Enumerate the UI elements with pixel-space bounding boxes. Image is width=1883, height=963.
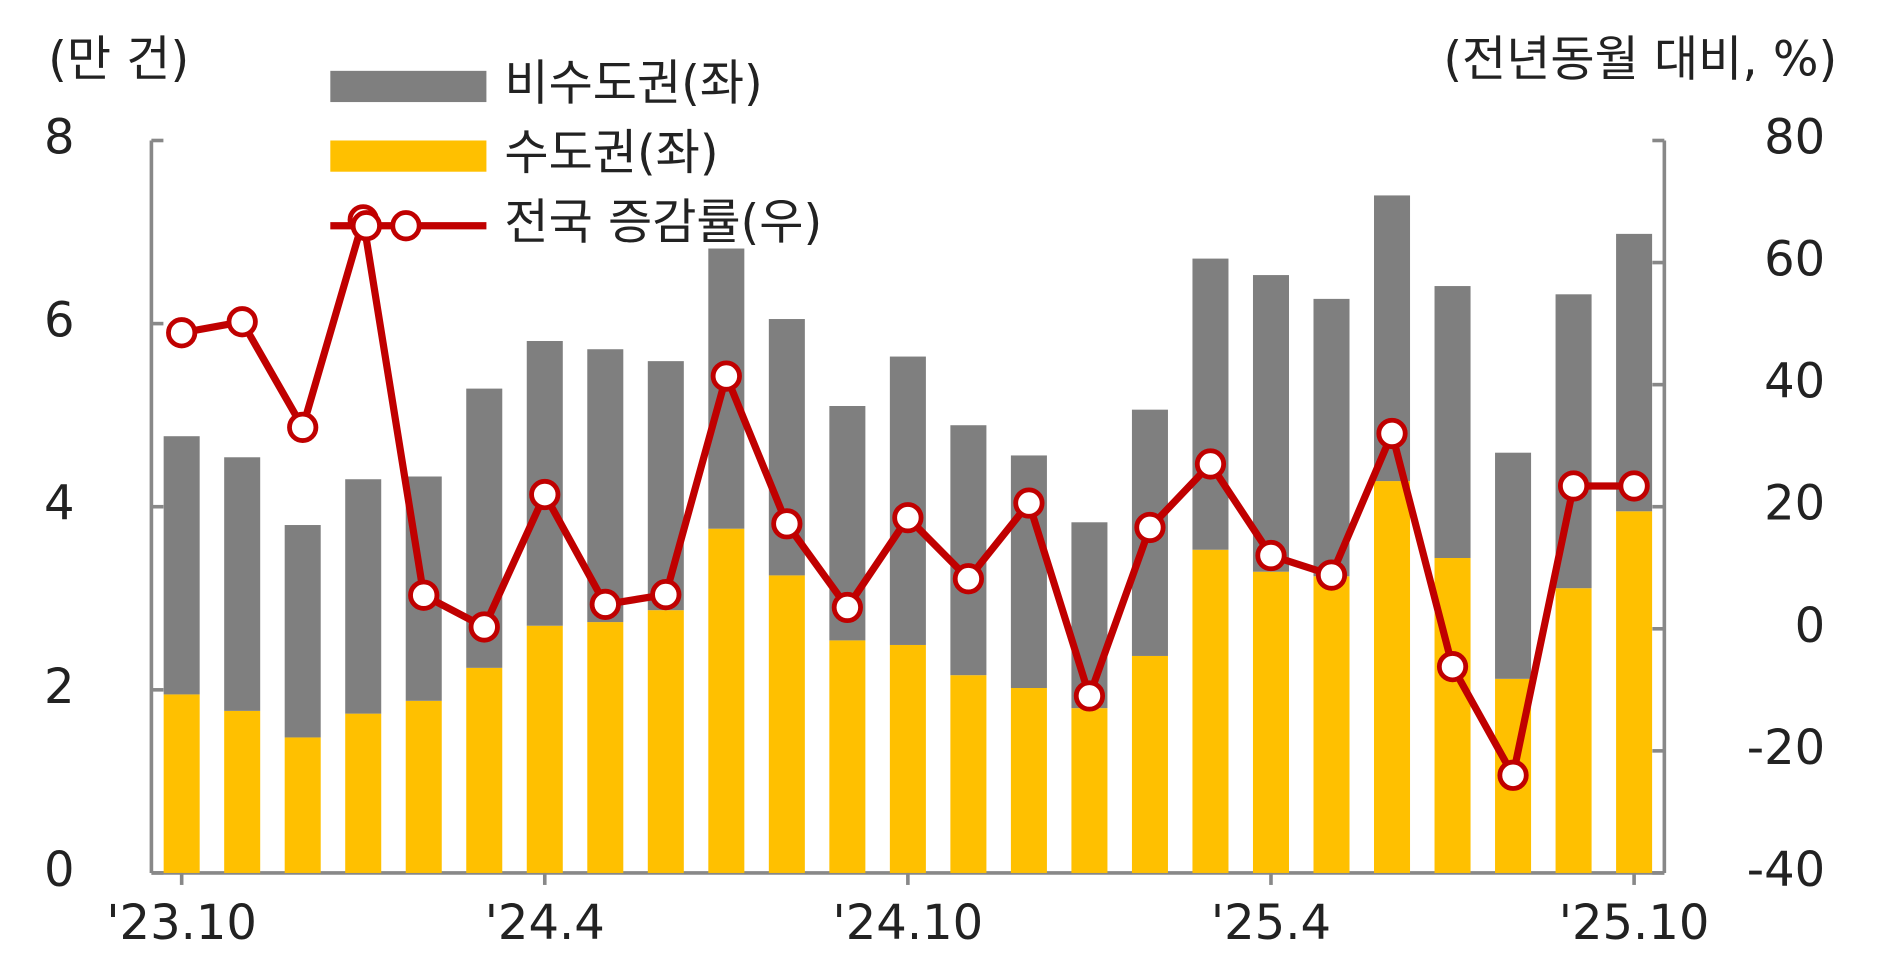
line-marker [589,588,621,620]
line-marker [529,478,561,511]
bar [1131,655,1168,873]
line-marker [1194,448,1227,480]
bar [224,710,261,873]
bar [950,425,987,676]
bar [1252,275,1289,572]
bar [1374,481,1411,873]
bar [708,528,745,873]
legend-label: 비수도권(좌) [504,55,762,111]
y-tick-label: 8 [44,109,75,165]
bar [284,525,321,738]
y2-tick-label: 40 [1764,354,1825,410]
line-marker [1618,470,1650,502]
line-marker [1255,539,1287,572]
line-marker [831,591,863,624]
legend-marker [350,210,382,242]
x-tick-label: '24.10 [833,895,984,951]
line-marker [166,317,198,349]
legend-swatch [330,140,487,172]
bar [950,675,987,873]
bar [829,640,866,873]
y-axis-label: (만 건) [48,31,189,87]
y2-tick-label: 80 [1764,109,1825,165]
bar [1252,571,1289,873]
line-marker [1376,417,1408,450]
line-marker [650,579,682,611]
bar [1434,286,1471,558]
bar [526,625,563,873]
bar [1313,298,1350,577]
y2-tick-label: 20 [1764,476,1825,532]
line-marker [468,611,500,643]
line-marker [408,579,440,611]
bar [284,737,321,873]
bar [647,610,684,873]
legend-label: 수도권(좌) [504,125,718,181]
y-tick-label: 4 [44,476,75,532]
bar [1192,258,1229,550]
x-tick-label: '25.4 [1211,895,1331,951]
line-marker [892,502,924,534]
line-marker [952,563,985,595]
x-tick-label: '24.4 [485,895,605,951]
line-marker [1497,759,1529,791]
y-tick-label: 6 [44,293,75,349]
line-marker [287,411,319,443]
bar [1071,708,1108,873]
x-tick-label: '23.10 [106,895,257,951]
bar [345,479,382,714]
legend-marker [390,210,422,242]
bar [1010,687,1047,873]
line-marker [1013,487,1045,519]
bar [1495,452,1532,679]
bar [1616,511,1653,873]
line-marker [771,508,803,540]
bar [345,713,382,873]
y2-axis-label: (전년동월 대비, %) [1443,31,1837,87]
y2-tick-label: 0 [1795,598,1826,654]
bar [768,575,805,873]
bar [587,622,624,873]
legend-label: 전국 증감률(우) [504,195,822,251]
bar [1555,588,1592,873]
x-tick-label: '25.10 [1559,895,1710,951]
line-marker [1073,680,1106,712]
bar [1616,233,1653,512]
bar [224,457,261,711]
line-marker [1557,470,1590,502]
bar [1071,522,1108,709]
bar [889,356,926,645]
line-marker [1134,511,1166,544]
line-marker [1315,559,1348,591]
bar [163,694,200,873]
bar [1313,576,1350,873]
line-marker [226,306,258,338]
y-tick-label: 2 [44,659,75,715]
y-tick-label: 0 [44,842,75,898]
bar [889,644,926,873]
y2-tick-label: -40 [1747,842,1825,898]
y2-tick-label: 60 [1764,232,1825,288]
bar [466,667,503,873]
line-marker [1436,651,1469,683]
y2-tick-label: -20 [1747,720,1825,776]
bar [163,436,200,695]
legend-swatch [330,70,487,103]
bar [405,700,442,873]
line-marker [710,360,742,392]
bar [1192,549,1229,873]
bar [647,361,684,611]
